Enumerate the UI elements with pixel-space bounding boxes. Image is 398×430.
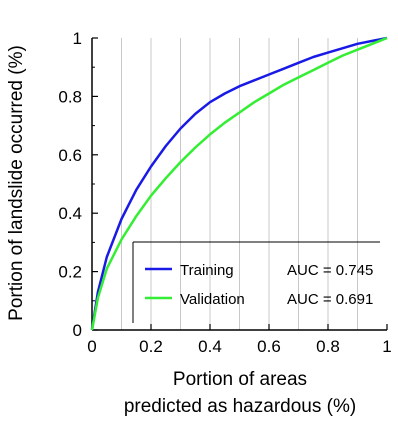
y-tick-label-1: 0.2 [58,263,82,282]
x-tick-label-3: 0.6 [257,337,281,356]
y-tick-label-2: 0.4 [58,204,82,223]
legend-auc-validation: AUC = 0.691 [287,291,373,308]
y-axis-label: Portion of landslide occurred (%) [6,45,27,321]
y-tick-label-0: 0 [73,321,82,340]
y-tick-label-5: 1 [73,29,82,48]
ticks: 0 0.2 0.4 0.6 0.8 1 0 0.2 0.4 0.6 0.8 1 [58,29,391,356]
series-line-training [90,36,388,331]
x-tick-label-1: 0.2 [139,337,163,356]
series-lines [90,36,388,331]
x-axis-label-line-2: predicted as hazardous (%) [124,396,356,417]
x-tick-label-2: 0.4 [198,337,222,356]
legend-auc-training: AUC = 0.745 [287,262,373,279]
x-tick-label-5: 1 [382,337,391,356]
legend-label-validation: Validation [180,291,245,308]
x-tick-label-4: 0.8 [316,337,340,356]
legend-label-training: Training [180,262,234,279]
y-tick-label-3: 0.6 [58,146,82,165]
vertical-gridlines [121,38,358,330]
x-axis-label-line-1: Portion of areas [173,369,307,390]
series-line-validation [90,36,388,331]
y-tick-label-4: 0.8 [58,87,82,106]
x-tick-label-0: 0 [87,337,96,356]
legend: Training AUC = 0.745 Validation AUC = 0.… [132,241,380,323]
